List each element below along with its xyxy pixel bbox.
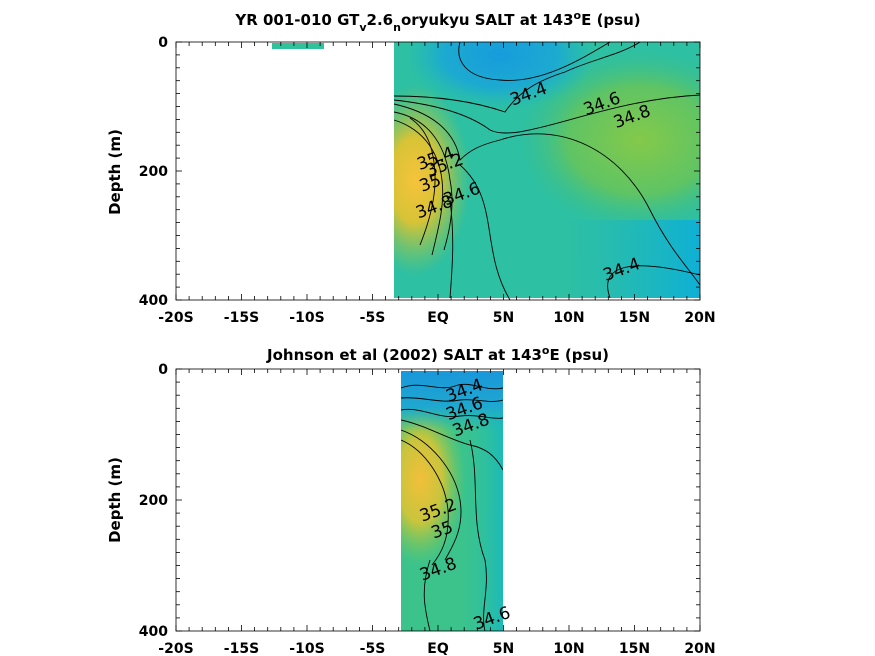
top-x-tick-label: -5S <box>360 310 386 326</box>
top-x-tick-label: EQ <box>427 310 449 326</box>
top-x-tick-label: -10S <box>289 310 324 326</box>
top-x-tick-label: 20N <box>684 310 715 326</box>
top-axes: -20S -15S -10S -5S EQ 5N 10N 15N 20N 0 200 400 <box>139 35 716 326</box>
top-x-tick-label: -15S <box>224 310 259 326</box>
top-small-patch <box>272 43 324 49</box>
top-salinity-field <box>394 42 700 298</box>
top-panel: YR 001-010 GTv2.6noryukyu SALT at 143oE … <box>106 9 716 326</box>
top-y-tick-label: 200 <box>139 164 168 180</box>
bottom-panel: Johnson et al (2002) SALT at 143oE (psu)… <box>106 344 716 656</box>
bottom-x-tick-label: -10S <box>289 641 324 656</box>
bottom-x-tick-label: -5S <box>360 641 386 656</box>
bottom-y-axis-label: Depth (m) <box>106 457 124 543</box>
top-y-axis-label: Depth (m) <box>106 129 124 215</box>
bottom-x-tick-label: 5N <box>493 641 514 656</box>
bottom-y-tick-label: 200 <box>139 493 168 509</box>
bottom-y-tick-label: 400 <box>139 624 168 640</box>
top-contour-lines <box>393 41 701 301</box>
bottom-x-tick-label: 10N <box>553 641 584 656</box>
top-x-tick-label: 15N <box>619 310 650 326</box>
top-y-tick-label: 0 <box>158 35 168 51</box>
bottom-x-tick-label: -15S <box>224 641 259 656</box>
bottom-axes: -20S -15S -10S -5S EQ 5N 10N 15N 20N 0 200 400 <box>139 362 716 656</box>
top-x-tick-label: 5N <box>493 310 514 326</box>
top-x-tick-label: -20S <box>158 310 193 326</box>
bottom-contour-lines <box>401 383 503 631</box>
top-y-tick-label: 400 <box>139 293 168 309</box>
bottom-y-tick-label: 0 <box>158 362 168 378</box>
bottom-x-tick-label: EQ <box>427 641 449 656</box>
top-title: YR 001-010 GTv2.6noryukyu SALT at 143oE … <box>234 9 640 34</box>
bottom-title: Johnson et al (2002) SALT at 143oE (psu) <box>266 344 609 364</box>
bottom-x-tick-label: 15N <box>619 641 650 656</box>
bottom-x-tick-label: 20N <box>684 641 715 656</box>
top-x-tick-label: 10N <box>553 310 584 326</box>
bottom-x-tick-label: -20S <box>158 641 193 656</box>
